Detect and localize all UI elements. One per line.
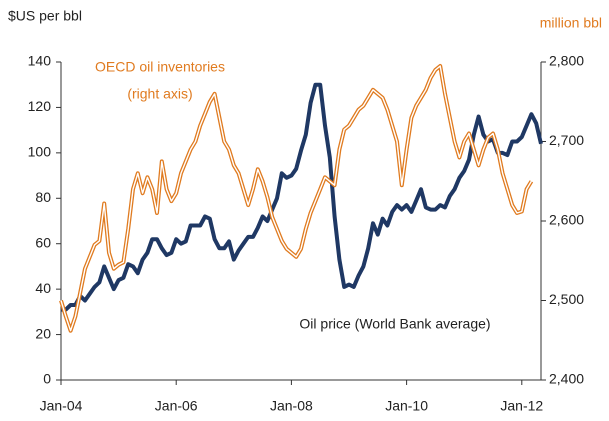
x-tick-label: Jan-08 xyxy=(270,398,313,414)
annotation: (right axis) xyxy=(127,86,192,102)
y-tick-label: 120 xyxy=(28,98,52,114)
annotation: Oil price (World Bank average) xyxy=(299,316,490,332)
y2-tick-label: 2,600 xyxy=(549,212,584,228)
x-tick-label: Jan-12 xyxy=(500,398,543,414)
y-tick-label: 40 xyxy=(35,280,51,296)
y-tick-label: 100 xyxy=(28,144,52,160)
y2-tick-label: 2,700 xyxy=(549,132,584,148)
line xyxy=(61,82,543,312)
x-tick-label: Jan-10 xyxy=(385,398,428,414)
x-tick-label: Jan-04 xyxy=(40,398,83,414)
y-tick-label: 60 xyxy=(35,234,51,250)
y-tick-label: 80 xyxy=(35,189,51,205)
y-axis-label: $US per bbl xyxy=(8,8,82,24)
y-tick-label: 20 xyxy=(35,325,51,341)
annotation: OECD oil inventories xyxy=(95,59,225,75)
y2-axis-label: million bbl xyxy=(540,15,602,31)
line-inner xyxy=(60,65,532,332)
y2-tick-label: 2,800 xyxy=(549,53,584,69)
x-tick-label: Jan-06 xyxy=(155,398,198,414)
y2-tick-label: 2,500 xyxy=(549,291,584,307)
y-tick-label: 0 xyxy=(43,371,51,387)
y-tick-label: 140 xyxy=(28,53,52,69)
y2-tick-label: 2,400 xyxy=(549,371,584,387)
